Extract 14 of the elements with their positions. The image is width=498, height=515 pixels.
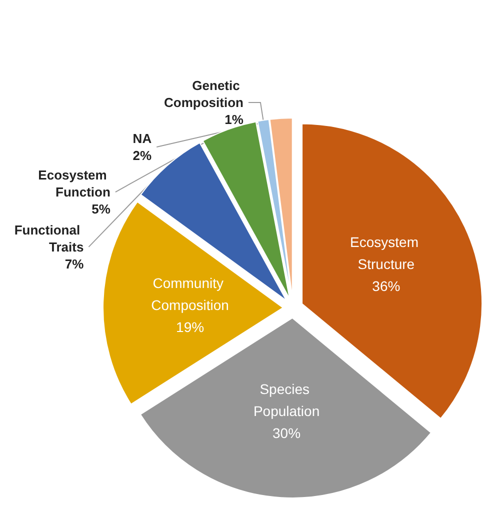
slice-label: NA — [132, 130, 152, 146]
slice-label: Genetic Composition — [164, 78, 244, 110]
slice-label: Ecosystem Structure — [350, 234, 422, 272]
data-label: 7% — [64, 256, 84, 272]
data-label: 30% — [272, 424, 301, 441]
data-label: 19% — [176, 318, 204, 335]
slice-label: Ecosystem Function — [38, 168, 110, 200]
slice-label: Community Composition — [151, 274, 229, 313]
slice-label: Functional Traits — [14, 222, 84, 254]
data-label: 5% — [92, 202, 111, 217]
data-label: 36% — [372, 278, 400, 294]
slice-label: Species Population — [253, 380, 320, 419]
data-label: 1% — [224, 112, 244, 128]
data-label: 2% — [132, 148, 152, 163]
